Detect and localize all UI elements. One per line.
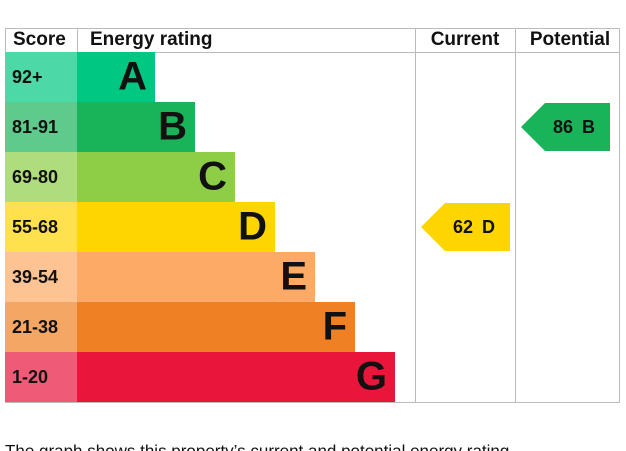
score-cell-tint: [5, 152, 77, 202]
rating-letter: F: [323, 305, 347, 349]
rating-letter: B: [158, 105, 187, 149]
header-potential: Potential: [530, 29, 610, 50]
header-current: Current: [431, 29, 500, 50]
score-cell-tint: [5, 52, 77, 102]
score-cell-tint: [5, 302, 77, 352]
score-cell: [5, 252, 77, 302]
potential-value: 86: [553, 117, 573, 137]
score-range: 39-54: [12, 267, 58, 287]
score-range: 81-91: [12, 117, 58, 137]
rating-bar: [77, 202, 275, 252]
score-cell-tint: [5, 252, 77, 302]
rating-letter: C: [198, 155, 227, 199]
potential-letter: B: [582, 117, 595, 137]
potential-marker: [521, 103, 610, 151]
rating-letter: A: [118, 55, 147, 99]
current-marker: [421, 203, 510, 251]
score-cell: [5, 302, 77, 352]
score-cell: [5, 102, 77, 152]
rating-bar: [77, 252, 315, 302]
score-range: 55-68: [12, 217, 58, 237]
score-range: 92+: [12, 67, 43, 87]
rating-bar: [77, 302, 355, 352]
score-range: 21-38: [12, 317, 58, 337]
rating-letter: G: [356, 355, 387, 399]
header-score: Score: [13, 29, 66, 50]
score-cell: [5, 202, 77, 252]
score-cell: [5, 52, 77, 102]
footnote: The graph shows this property’s current …: [5, 441, 514, 451]
rating-bar: [77, 52, 155, 102]
rating-bar: [77, 152, 235, 202]
score-cell: [5, 352, 77, 402]
current-letter: D: [482, 217, 495, 237]
score-cell: [5, 152, 77, 202]
header-rating: Energy rating: [90, 29, 212, 50]
rating-letter: D: [238, 205, 267, 249]
rating-bar: [77, 352, 395, 402]
current-value: 62: [453, 217, 473, 237]
score-range: 69-80: [12, 167, 58, 187]
score-cell-tint: [5, 352, 77, 402]
score-cell-tint: [5, 202, 77, 252]
rating-letter: E: [280, 255, 307, 299]
score-range: 1-20: [12, 367, 48, 387]
score-cell-tint: [5, 102, 77, 152]
rating-bar: [77, 102, 195, 152]
